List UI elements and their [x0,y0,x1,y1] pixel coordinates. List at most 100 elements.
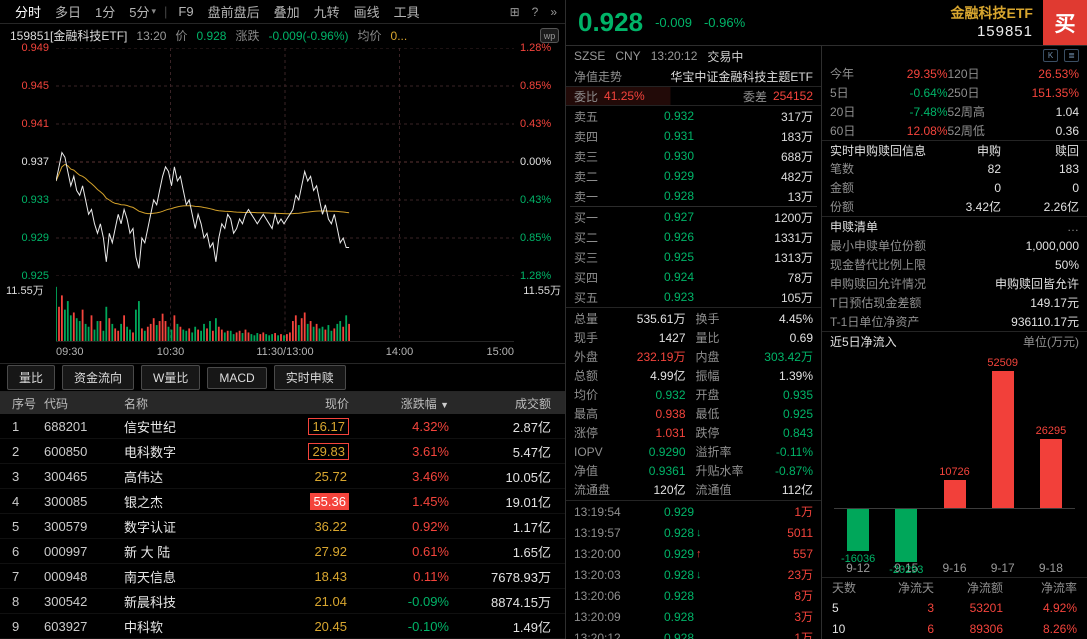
bid-row[interactable]: 买三 0.925 1313万 [566,247,821,267]
sort-desc-icon[interactable]: ▼ [440,399,449,410]
buy-button[interactable]: 买 [1043,0,1087,45]
indicator-tab-4[interactable]: MACD [207,366,267,389]
flow-table-row: 10 6 89306 8.26% [822,618,1087,639]
detail-row: 申购赎回允许情况 申购赎回皆允许 [822,274,1087,293]
net-inflow-bar [943,480,966,508]
stock-turnover: 1.65亿 [512,544,551,560]
stat-value: 1.39% [778,368,813,383]
tick-row: 13:20:06 0.928 8万 [566,585,821,606]
bid-row[interactable]: 买四 0.924 78万 [566,267,821,287]
bid-row[interactable]: 买一 0.927 1200万 [566,207,821,227]
chevron-down-icon[interactable]: ▾ [151,6,157,16]
indicator-tab-3[interactable]: W量比 [141,365,201,390]
stock-table-row[interactable]: 3 300465 高伟达 25.72 3.46% 10.05亿 [0,464,565,489]
detail-label: T-1日单位净资产 [830,315,920,329]
stock-price-cell: 36.22 [249,518,349,535]
panel-grid-icon[interactable]: ⊞ [509,4,520,19]
view-tab-2[interactable]: 多日 [55,5,82,20]
rt-redeem-value: 183 [1058,161,1079,176]
stat-row: 最高 0.938 最低 0.925 [566,404,821,423]
stock-table-row[interactable]: 7 000948 南天信息 18.43 0.11% 7678.93万 [0,564,565,589]
tool-button-6[interactable]: 工具 [393,5,420,20]
book-level-label: 卖三 [574,149,599,164]
tick-row: 13:20:03 0.928 ↓ 23万 [566,564,821,585]
x-axis-time-label: 09:30 [56,346,84,358]
col-header-turnover[interactable]: 成交额 [514,396,551,411]
tool-button-3[interactable]: 叠加 [273,5,300,20]
stock-table-row[interactable]: 6 000997 新 大 陆 27.92 0.61% 1.65亿 [0,539,565,564]
stat-value: 303.42万 [764,350,813,364]
perf-value: 1.04 [1055,104,1079,119]
stock-code: 688201 [44,418,88,434]
indicator-tabs: 量比 资金流向 W量比 MACD 实时申赎 [0,364,565,392]
ask-row[interactable]: 卖四 0.931 183万 [566,126,821,146]
stat-label: 总额 [574,369,599,383]
list-mini-icon[interactable]: ≣ [1064,49,1079,62]
y-axis-percent-label: 1.28% [520,42,552,54]
book-price: 0.925 [663,250,694,264]
rt-redeem-value: 2.26亿 [1043,200,1079,214]
ask-row[interactable]: 卖一 0.928 13万 [566,186,821,206]
perf-value: 29.35% [906,66,948,81]
col-header-price[interactable]: 现价 [324,396,349,411]
quote-statistics: 总量 535.61万 换手 4.45% 现手 1427 量比 0.69 外盘 232.19万 内盘 3… [566,307,821,500]
rt-label: 金额 [830,181,855,195]
stat-label: 涨停 [574,426,599,440]
volume-plot[interactable] [56,282,514,342]
book-level-label: 卖二 [574,169,599,184]
subscription-rows: 笔数 82 183 金额 0 0 份额 3.42亿 2.26亿 [822,159,1087,216]
time-and-sales[interactable]: 13:19:54 0.929 1万 13:19:57 0.928 ↓ 5011 13:20:0… [566,500,821,639]
col-header-code[interactable]: 代码 [44,396,69,411]
price-plot[interactable] [56,48,514,276]
performance-grid: 今年 29.35% 120日 26.53% 5日 -0.64% 250日 151.35% 20日… [822,64,1087,140]
more-link[interactable]: … [1067,219,1079,234]
nav-row[interactable]: 净值走势 华宝中证金融科技主题ETF [566,66,821,86]
indicator-tab-2[interactable]: 资金流向 [62,365,135,390]
view-tab-3[interactable]: 1分 [95,5,116,20]
nav-label: 净值走势 [574,69,623,84]
col-header-change[interactable]: 涨跌幅 ▼ [400,396,449,411]
stock-table-row[interactable]: 2 600850 电科数字 29.83 3.61% 5.47亿 [0,439,565,464]
flow-col-header: 净流率 [1040,581,1077,595]
bid-row[interactable]: 买二 0.926 1331万 [566,227,821,247]
indicator-tab-5[interactable]: 实时申赎 [273,365,346,390]
help-icon[interactable]: ? [531,4,539,19]
view-tab-1[interactable]: 分时 [15,5,42,20]
wencai-badge-icon[interactable]: wp [540,28,559,43]
col-header-name[interactable]: 名称 [124,396,149,411]
y-axis-percent-label: 0.85% [520,80,552,92]
ask-row[interactable]: 卖三 0.930 688万 [566,146,821,166]
stock-table-row[interactable]: 8 300542 新晨科技 21.04 -0.09% 8874.15万 [0,589,565,614]
tool-button-2[interactable]: 盘前盘后 [207,5,260,20]
collapse-icon[interactable]: » [550,4,557,19]
indicator-tab-1[interactable]: 量比 [7,365,56,390]
net-inflow-value: 26295 [1035,425,1067,438]
y-axis-percent-label: 0.85% [520,232,552,244]
bid-row[interactable]: 买五 0.923 105万 [566,287,821,307]
col-header-index[interactable]: 序号 [12,396,37,411]
stat-value: 0.843 [782,425,813,440]
stock-table-row[interactable]: 4 300085 银之杰 55.36 1.45% 19.01亿 [0,489,565,514]
subscription-row: 笔数 82 183 [822,159,1087,178]
view-tab-4[interactable]: 5分 [129,5,150,20]
flow-cell-value: 4.92% [1042,600,1077,615]
intraday-chart[interactable]: 159851[金融科技ETF] 13:20 价 0.928 涨跌 -0.009(… [0,24,565,364]
tool-button-1[interactable]: F9 [178,4,194,19]
stock-name: 中科软 [124,619,164,635]
tool-button-5[interactable]: 画线 [353,5,380,20]
ask-levels: 卖五 0.932 317万 卖四 0.931 183万 卖三 0.930 688万 卖二 0.929… [566,106,821,206]
stock-table-row[interactable]: 9 603927 中科软 20.45 -0.10% 1.49亿 [0,614,565,639]
tool-button-4[interactable]: 九转 [313,5,340,20]
stock-table-row[interactable]: 1 688201 信安世纪 16.17 4.32% 2.87亿 [0,414,565,439]
stat-value: 232.19万 [636,350,686,364]
creation-list-rows: 最小申赎单位份额 1,000,000 现金替代比例上限 50% 申购赎回允许情况 申购赎回… [822,236,1087,331]
price-change: -0.009 [655,15,692,30]
stock-table-row[interactable]: 5 300579 数字认证 36.22 0.92% 1.17亿 [0,514,565,539]
ask-row[interactable]: 卖二 0.929 482万 [566,166,821,186]
weibi-value: 41.25% [604,89,645,103]
kline-mini-icon[interactable]: K [1043,49,1058,62]
ask-row[interactable]: 卖五 0.932 317万 [566,106,821,126]
creation-list-title: 申赎清单 [830,220,879,234]
creation-list-header: 申赎清单 … [822,216,1087,236]
stat-label: 均价 [574,388,599,402]
